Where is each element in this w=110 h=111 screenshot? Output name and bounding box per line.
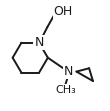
Text: CH₃: CH₃ — [55, 85, 76, 95]
Text: N: N — [64, 65, 73, 78]
Text: N: N — [34, 36, 44, 49]
Text: OH: OH — [54, 5, 73, 18]
